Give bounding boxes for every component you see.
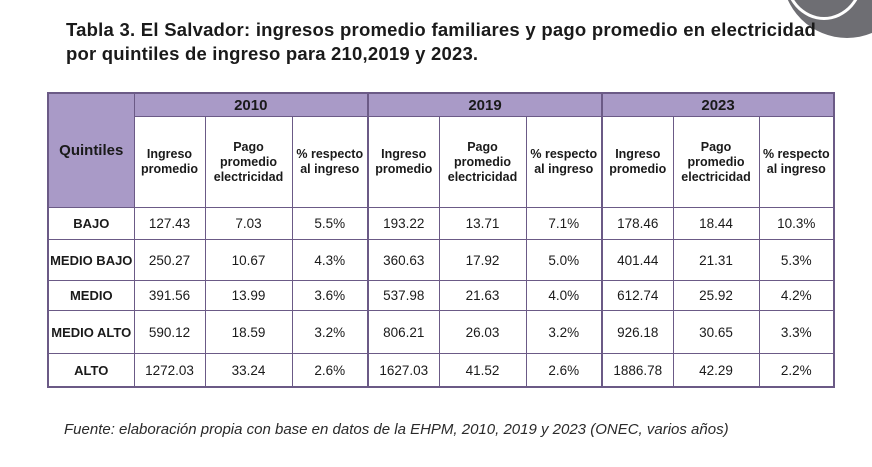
table-cell: 926.18: [601, 310, 674, 354]
table-cell: 30.65: [672, 310, 760, 354]
table-cell: 33.24: [204, 353, 293, 388]
table-row: MEDIO 391.56 13.99 3.6% 537.98 21.63 4.0% 612.7…: [47, 280, 835, 311]
table-cell: 25.92: [672, 280, 760, 311]
table-cell: 3.3%: [758, 310, 835, 354]
table-cell: 5.0%: [525, 239, 603, 281]
source-note: Fuente: elaboración propia con base en d…: [64, 421, 729, 438]
table-row: BAJO 127.43 7.03 5.5% 193.22 13.71 7.1% 178.46 1…: [47, 207, 835, 240]
table-cell: 360.63: [367, 239, 440, 281]
table-cell: 7.1%: [525, 207, 603, 240]
table-row: MEDIO BAJO 250.27 10.67 4.3% 360.63 17.92 5.0%…: [47, 239, 835, 281]
table-cell: 26.03: [438, 310, 527, 354]
table-cell: 7.03: [204, 207, 293, 240]
table-cell: 4.3%: [291, 239, 369, 281]
table-body: BAJO 127.43 7.03 5.5% 193.22 13.71 7.1% 178.46 1…: [47, 207, 835, 388]
table-cell: 13.71: [438, 207, 527, 240]
table-cell: 4.2%: [758, 280, 835, 311]
table-cell: 612.74: [601, 280, 674, 311]
table-cell: 2.6%: [291, 353, 369, 388]
quintiles-header: Quintiles: [47, 92, 135, 208]
table-cell: 1886.78: [601, 353, 674, 388]
table-cell: 10.3%: [758, 207, 835, 240]
table-cell: 10.67: [204, 239, 293, 281]
table-cell: 2.6%: [525, 353, 603, 388]
table-cell: 250.27: [133, 239, 206, 281]
subheader-ingreso: Ingreso promedio: [601, 116, 674, 208]
table-cell: 5.5%: [291, 207, 369, 240]
quintile-label: ALTO: [47, 353, 135, 388]
table-cell: 178.46: [601, 207, 674, 240]
table-cell: 18.59: [204, 310, 293, 354]
table-cell: 21.31: [672, 239, 760, 281]
table-cell: 21.63: [438, 280, 527, 311]
income-electricity-table: Quintiles 2010 2019 2023 Ingreso promedi…: [47, 92, 836, 388]
table-cell: 401.44: [601, 239, 674, 281]
quintile-label: MEDIO ALTO: [47, 310, 135, 354]
table-cell: 537.98: [367, 280, 440, 311]
subheader-ingreso: Ingreso promedio: [133, 116, 206, 208]
table-title: Tabla 3. El Salvador: ingresos promedio …: [66, 19, 816, 64]
quintile-label: BAJO: [47, 207, 135, 240]
subheader-porcentaje: % respecto al ingreso: [291, 116, 369, 208]
table-cell: 127.43: [133, 207, 206, 240]
table-cell: 3.6%: [291, 280, 369, 311]
table-cell: 590.12: [133, 310, 206, 354]
table-cell: 1272.03: [133, 353, 206, 388]
table-cell: 193.22: [367, 207, 440, 240]
subheader-pago: Pago promedio electricidad: [204, 116, 293, 208]
table-row: ALTO 1272.03 33.24 2.6% 1627.03 41.52 2.6% 1886…: [47, 353, 835, 388]
year-header-2019: 2019: [366, 92, 603, 117]
table-cell: 18.44: [672, 207, 760, 240]
table-cell: 41.52: [438, 353, 527, 388]
table-row: MEDIO ALTO 590.12 18.59 3.2% 806.21 26.03 3.2%…: [47, 310, 835, 354]
table-cell: 2.2%: [758, 353, 835, 388]
table-cell: 13.99: [204, 280, 293, 311]
subheader-pago: Pago promedio electricidad: [672, 116, 760, 208]
subheader-row: Ingreso promedio Pago promedio electrici…: [48, 116, 835, 208]
table-cell: 5.3%: [758, 239, 835, 281]
year-header-row: Quintiles 2010 2019 2023: [47, 92, 835, 208]
subheader-porcentaje: % respecto al ingreso: [525, 116, 603, 208]
table-cell: 3.2%: [525, 310, 603, 354]
table-cell: 1627.03: [367, 353, 440, 388]
table-cell: 3.2%: [291, 310, 369, 354]
table-cell: 4.0%: [525, 280, 603, 311]
quintile-label: MEDIO: [47, 280, 135, 311]
year-header-2023: 2023: [601, 92, 835, 117]
table-cell: 391.56: [133, 280, 206, 311]
year-header-2010: 2010: [133, 92, 369, 117]
subheader-pago: Pago promedio electricidad: [438, 116, 527, 208]
subheader-ingreso: Ingreso promedio: [367, 116, 440, 208]
quintile-label: MEDIO BAJO: [47, 239, 135, 281]
table-cell: 42.29: [672, 353, 760, 388]
table-cell: 17.92: [438, 239, 527, 281]
subheader-porcentaje: % respecto al ingreso: [758, 116, 835, 208]
table-cell: 806.21: [367, 310, 440, 354]
